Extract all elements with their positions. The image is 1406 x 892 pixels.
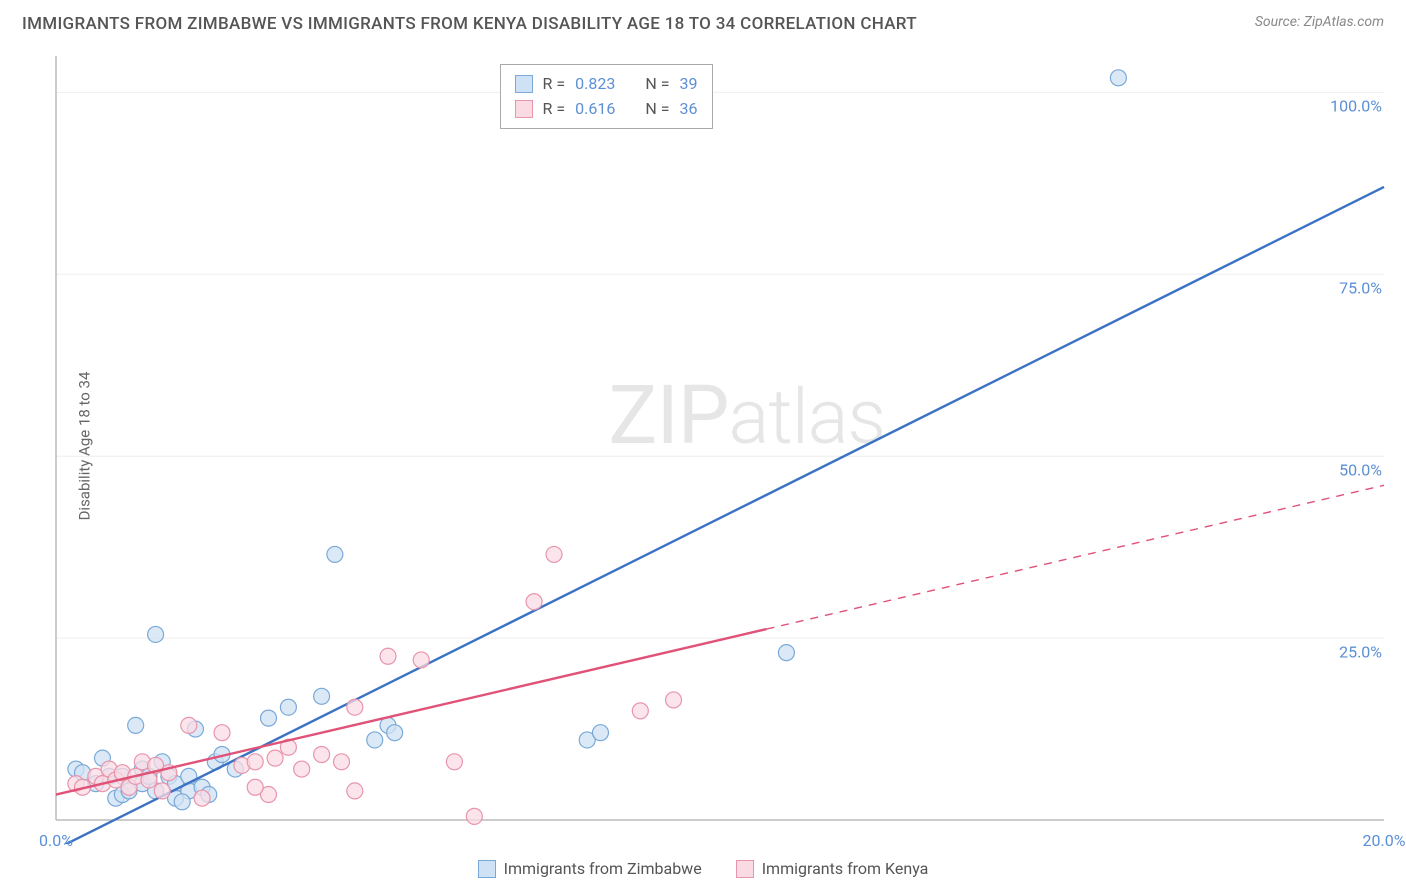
chart-area: ZIPatlas 25.0%50.0%75.0%100.0%0.0%20.0%R… (52, 52, 1388, 844)
stat-n-label: N = (645, 71, 669, 97)
bottom-legend: Immigrants from Zimbabwe Immigrants from … (0, 859, 1406, 878)
stat-n-value: 39 (680, 71, 698, 97)
stat-r-value: 0.616 (575, 96, 615, 122)
stat-r-label: R = (543, 96, 566, 122)
page-title: IMMIGRANTS FROM ZIMBABWE VS IMMIGRANTS F… (22, 14, 917, 34)
stat-n-label: N = (645, 96, 669, 122)
legend-item: Immigrants from Kenya (736, 859, 929, 878)
y-tick-label: 75.0% (1339, 279, 1382, 298)
legend-label: Immigrants from Kenya (762, 859, 929, 878)
y-tick-label: 25.0% (1339, 643, 1382, 662)
legend-swatch (478, 860, 496, 878)
stat-r-value: 0.823 (575, 71, 615, 97)
x-tick-label: 0.0% (39, 831, 73, 850)
legend-item: Immigrants from Zimbabwe (478, 859, 702, 878)
legend-swatch (515, 75, 533, 93)
legend-label: Immigrants from Zimbabwe (504, 859, 702, 878)
source-attribution: Source: ZipAtlas.com (1255, 14, 1384, 30)
stat-r-label: R = (543, 71, 566, 97)
stats-box: R = 0.823 N = 39 R = 0.616 N = 36 (500, 64, 713, 129)
legend-swatch (515, 100, 533, 118)
y-tick-label: 100.0% (1330, 97, 1382, 116)
stats-row: R = 0.616 N = 36 (515, 96, 698, 122)
stats-row: R = 0.823 N = 39 (515, 71, 698, 97)
legend-swatch (736, 860, 754, 878)
stat-n-value: 36 (680, 96, 698, 122)
y-tick-label: 50.0% (1339, 461, 1382, 480)
plot-svg (52, 52, 1388, 844)
x-tick-label: 20.0% (1363, 831, 1406, 850)
